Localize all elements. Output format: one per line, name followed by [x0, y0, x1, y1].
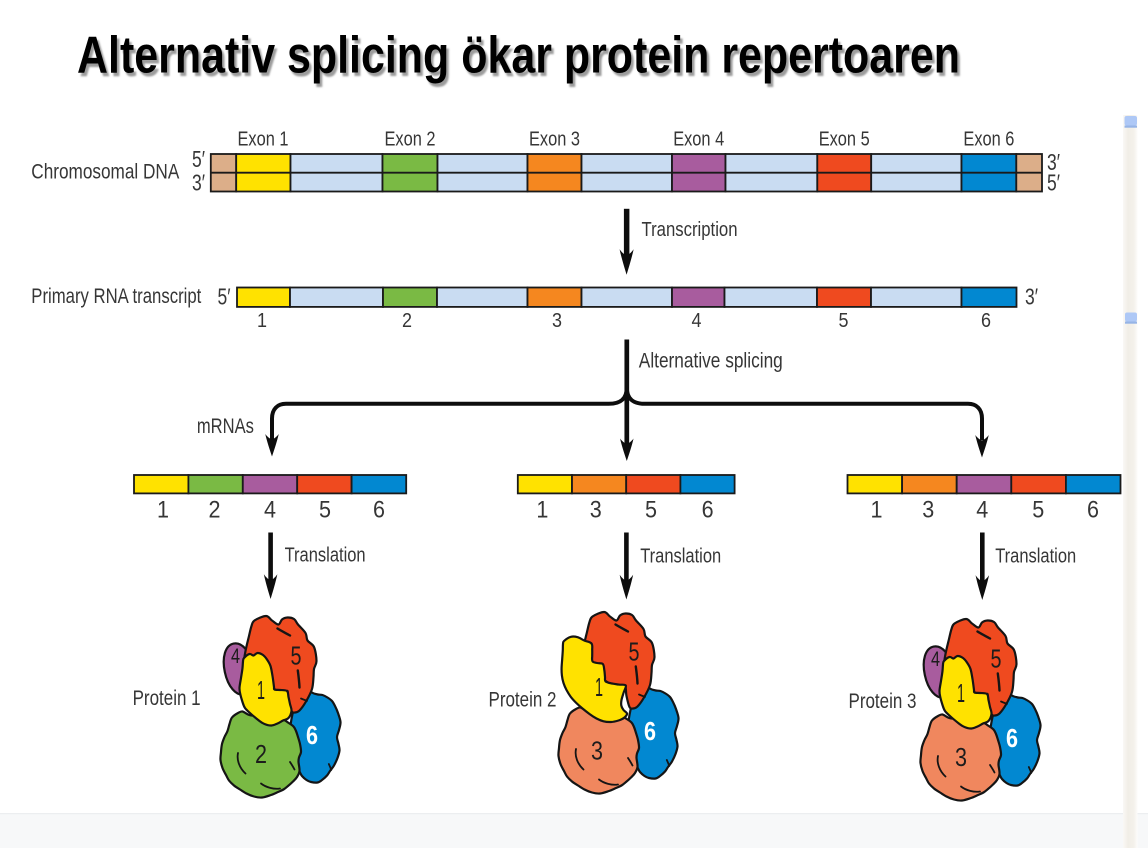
svg-text:3: 3: [590, 497, 602, 524]
svg-text:1: 1: [257, 310, 267, 332]
svg-text:Translation: Translation: [285, 545, 366, 567]
svg-text:3′: 3′: [192, 170, 205, 196]
svg-text:1: 1: [871, 497, 883, 524]
svg-text:Alternative splicing: Alternative splicing: [639, 350, 783, 373]
svg-text:Exon 6: Exon 6: [963, 129, 1014, 151]
svg-text:3: 3: [955, 744, 967, 772]
svg-text:5: 5: [629, 639, 640, 667]
svg-text:Primary RNA transcript: Primary RNA transcript: [31, 285, 201, 308]
svg-text:6: 6: [1087, 497, 1099, 524]
svg-text:3: 3: [591, 738, 603, 766]
svg-text:3: 3: [552, 310, 562, 332]
svg-text:Protein 2: Protein 2: [489, 689, 557, 712]
svg-text:1: 1: [536, 497, 548, 524]
svg-text:6: 6: [1006, 725, 1018, 753]
svg-text:6: 6: [306, 722, 318, 750]
svg-text:5′: 5′: [1047, 170, 1060, 196]
svg-text:6: 6: [644, 718, 656, 746]
svg-text:6: 6: [981, 310, 991, 332]
svg-text:2: 2: [402, 310, 412, 332]
svg-text:4: 4: [976, 497, 988, 524]
svg-text:Transcription: Transcription: [642, 219, 738, 241]
svg-text:1: 1: [595, 674, 603, 702]
svg-text:3′: 3′: [1025, 284, 1038, 310]
svg-text:5: 5: [645, 497, 657, 524]
svg-text:Chromosomal DNA: Chromosomal DNA: [31, 161, 179, 184]
svg-text:6: 6: [373, 497, 385, 524]
svg-text:5′: 5′: [218, 284, 231, 310]
svg-text:mRNAs: mRNAs: [197, 415, 254, 438]
svg-text:Translation: Translation: [640, 545, 721, 567]
svg-text:5: 5: [1032, 497, 1044, 524]
svg-text:Exon 1: Exon 1: [238, 129, 289, 151]
svg-text:Protein 3: Protein 3: [849, 690, 917, 713]
svg-text:5: 5: [839, 310, 849, 332]
svg-text:Alternativ splicing ökar prote: Alternativ splicing ökar protein reperto…: [77, 27, 960, 85]
svg-text:2: 2: [255, 741, 267, 769]
svg-text:5: 5: [319, 497, 331, 524]
svg-text:Exon 3: Exon 3: [529, 129, 580, 151]
svg-text:6: 6: [702, 497, 714, 524]
svg-text:4: 4: [931, 648, 940, 671]
svg-text:Exon 2: Exon 2: [385, 129, 436, 151]
svg-text:1: 1: [257, 677, 265, 705]
svg-text:Translation: Translation: [995, 546, 1076, 568]
svg-text:Exon 5: Exon 5: [819, 129, 870, 151]
svg-text:4: 4: [231, 645, 240, 668]
svg-text:3: 3: [922, 497, 934, 524]
svg-text:4: 4: [692, 310, 702, 332]
svg-text:5′: 5′: [192, 146, 205, 172]
svg-text:4: 4: [264, 497, 276, 524]
svg-text:5: 5: [991, 646, 1002, 674]
svg-text:5: 5: [291, 643, 302, 671]
svg-text:1: 1: [957, 680, 965, 708]
svg-text:1: 1: [157, 497, 169, 524]
svg-text:Protein 1: Protein 1: [133, 687, 201, 710]
svg-text:Exon 4: Exon 4: [673, 129, 724, 151]
svg-text:3′: 3′: [1047, 149, 1060, 175]
svg-text:2: 2: [209, 497, 221, 524]
